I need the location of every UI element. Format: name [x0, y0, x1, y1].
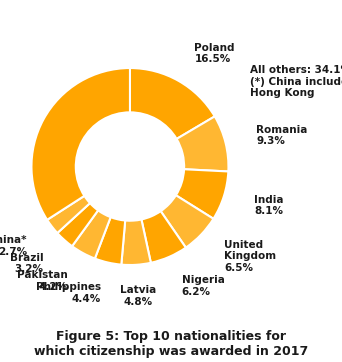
Wedge shape: [31, 68, 130, 220]
Text: Pakistan
4.2%: Pakistan 4.2%: [17, 270, 68, 292]
Text: Latvia
4.8%: Latvia 4.8%: [120, 286, 156, 307]
Text: Romania
9.3%: Romania 9.3%: [256, 125, 307, 146]
Wedge shape: [176, 169, 228, 219]
Text: United
Kingdom
6.5%: United Kingdom 6.5%: [224, 240, 276, 273]
Text: Brazil
3.2%: Brazil 3.2%: [10, 253, 43, 274]
Text: Philippines
4.4%: Philippines 4.4%: [36, 282, 101, 304]
Text: All others: 34.1%
(*) China includes
Hong Kong: All others: 34.1% (*) China includes Hon…: [250, 65, 342, 98]
Wedge shape: [95, 217, 125, 265]
Wedge shape: [161, 195, 213, 248]
Wedge shape: [176, 116, 228, 172]
Wedge shape: [121, 219, 151, 265]
Text: Nigeria
6.2%: Nigeria 6.2%: [182, 275, 224, 296]
Wedge shape: [47, 196, 90, 233]
Wedge shape: [142, 211, 186, 263]
Wedge shape: [57, 203, 98, 246]
Text: China*
2.7%: China* 2.7%: [0, 235, 27, 257]
Text: Poland
16.5%: Poland 16.5%: [194, 43, 235, 64]
Wedge shape: [72, 210, 111, 258]
Wedge shape: [130, 68, 215, 139]
Text: Figure 5: Top 10 nationalities for
which citizenship was awarded in 2017: Figure 5: Top 10 nationalities for which…: [34, 331, 308, 358]
Text: India
8.1%: India 8.1%: [254, 195, 284, 216]
